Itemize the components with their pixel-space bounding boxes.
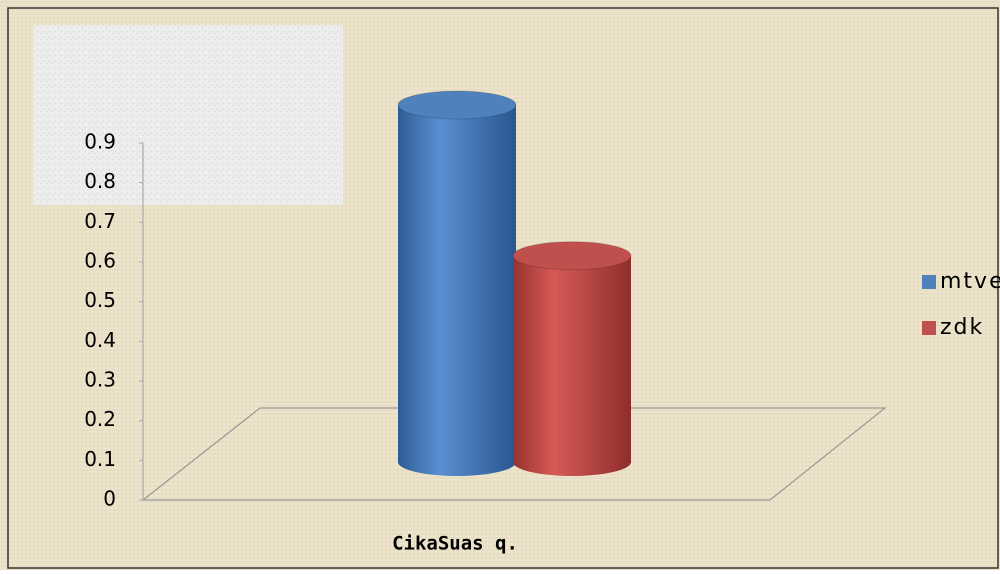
cylinder xyxy=(512,241,632,476)
y-tick-label: 0.8 xyxy=(84,169,116,193)
texture-patch xyxy=(33,25,343,205)
legend-label: zdk xyxy=(940,315,984,340)
y-tick-label: 0.7 xyxy=(84,209,116,233)
frame xyxy=(7,7,999,569)
y-tick-label: 0.5 xyxy=(84,288,116,312)
cylinder-body xyxy=(513,255,631,476)
cylinder xyxy=(397,90,517,476)
floor xyxy=(141,407,887,501)
legend-label: mtve xyxy=(940,269,1000,294)
y-tick-label: 0 xyxy=(103,487,116,511)
y-tick-label: 0.6 xyxy=(84,249,116,273)
y-tick-label: 0.4 xyxy=(84,328,116,352)
y-tick-label: 0.9 xyxy=(84,130,116,154)
y-tick-label: 0.1 xyxy=(84,447,116,471)
legend-swatch xyxy=(922,321,936,335)
legend-swatch xyxy=(922,275,936,289)
cylinder-body xyxy=(398,105,516,476)
cylinder-top xyxy=(512,241,632,271)
y-tick-label: 0.3 xyxy=(84,368,116,392)
y-tick-label: 0.2 xyxy=(84,407,116,431)
cylinder-top xyxy=(397,90,517,120)
x-tick-label: CikaSuas q. xyxy=(392,533,518,555)
